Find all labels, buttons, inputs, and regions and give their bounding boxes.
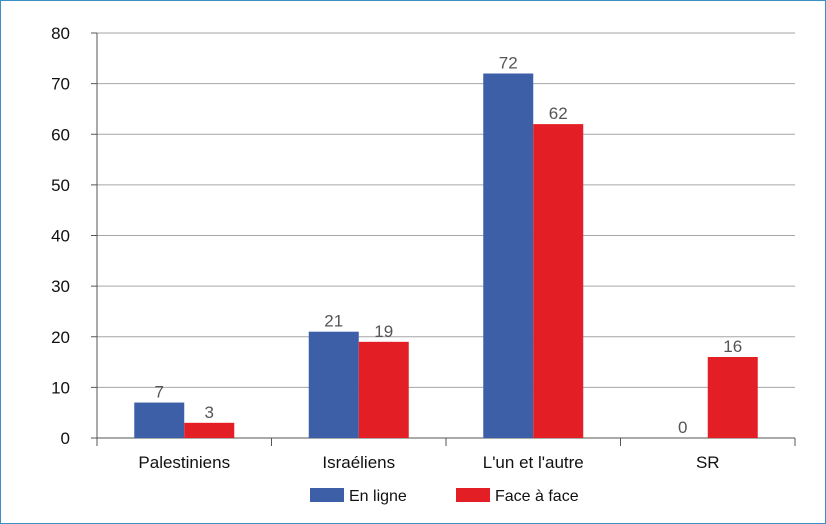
legend-label: En ligne bbox=[349, 488, 407, 505]
y-tick-label: 20 bbox=[51, 328, 70, 347]
y-axis: 0 10 20 30 40 50 60 70 80 bbox=[51, 24, 98, 448]
y-tick-label: 60 bbox=[51, 125, 70, 144]
data-label: 3 bbox=[205, 403, 214, 422]
y-tick-label: 70 bbox=[51, 75, 70, 94]
bar-en-ligne bbox=[308, 331, 359, 438]
y-tick-label: 50 bbox=[51, 176, 70, 195]
y-tick-label: 80 bbox=[51, 24, 70, 43]
data-label: 21 bbox=[324, 312, 343, 331]
x-axis: Palestiniens Israéliens L'un et l'autre SR bbox=[96, 437, 796, 472]
y-tick-label: 40 bbox=[51, 227, 70, 246]
bar-face-a-face bbox=[707, 357, 758, 438]
x-tick-label: Israéliens bbox=[322, 453, 395, 472]
y-tick-label: 30 bbox=[51, 277, 70, 296]
y-tick-label: 0 bbox=[61, 429, 70, 448]
bar-face-a-face bbox=[358, 341, 409, 438]
bar-face-a-face bbox=[184, 422, 235, 438]
x-tick-label: Palestiniens bbox=[138, 453, 230, 472]
legend-swatch bbox=[456, 488, 490, 502]
data-label: 0 bbox=[678, 418, 687, 437]
data-label: 72 bbox=[499, 54, 518, 73]
data-label: 19 bbox=[374, 322, 393, 341]
data-label: 62 bbox=[549, 104, 568, 123]
gridlines bbox=[97, 32, 795, 388]
data-label: 16 bbox=[723, 337, 742, 356]
legend-label: Face à face bbox=[495, 488, 579, 505]
legend: En ligne Face à face bbox=[310, 488, 579, 505]
legend-swatch bbox=[310, 488, 344, 502]
data-label: 7 bbox=[155, 383, 164, 402]
bar-face-a-face bbox=[533, 124, 584, 438]
bar-en-ligne bbox=[134, 402, 185, 438]
bars: 7 3 21 19 72 62 0 16 bbox=[134, 54, 758, 438]
bar-en-ligne bbox=[483, 73, 534, 438]
x-tick-label: L'un et l'autre bbox=[483, 453, 584, 472]
y-tick-label: 10 bbox=[51, 378, 70, 397]
x-tick-label: SR bbox=[696, 453, 720, 472]
